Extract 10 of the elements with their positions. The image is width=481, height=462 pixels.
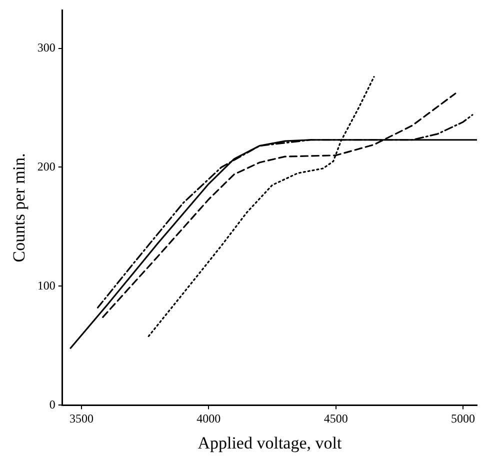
x-tick-label: 4500	[324, 412, 348, 426]
y-tick-label: 100	[37, 278, 56, 292]
y-tick-label: 0	[49, 397, 56, 412]
y-tick-label: 300	[37, 40, 56, 54]
y-axis-title: Counts per min.	[10, 153, 29, 262]
x-tick-label: 5000	[451, 412, 476, 426]
x-tick-label: 3500	[69, 412, 94, 426]
x-axis-title: Applied voltage, volt	[198, 433, 342, 452]
y-tick-label: 200	[37, 159, 56, 174]
x-tick-label: 4000	[196, 412, 221, 426]
